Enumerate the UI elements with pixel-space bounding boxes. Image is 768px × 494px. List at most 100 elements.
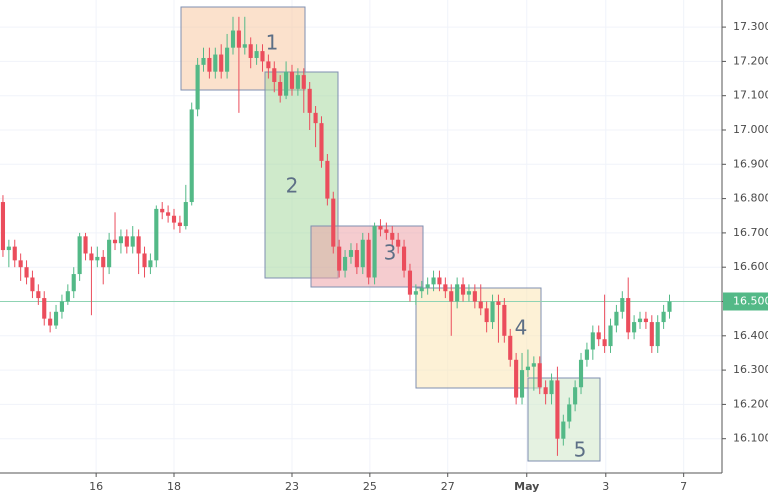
candle-body bbox=[236, 30, 241, 48]
candle-body bbox=[266, 61, 271, 69]
candle-body bbox=[449, 291, 454, 302]
candle-body bbox=[254, 51, 259, 58]
candle-body bbox=[295, 75, 300, 89]
candle-body bbox=[95, 256, 100, 261]
candle-body bbox=[561, 421, 566, 439]
candle-body bbox=[431, 277, 436, 285]
candle-body bbox=[578, 359, 584, 388]
candle-body bbox=[189, 109, 194, 203]
candle-body bbox=[301, 75, 306, 89]
candle-body bbox=[65, 291, 70, 302]
candle-body bbox=[83, 236, 88, 254]
candle-body bbox=[567, 404, 572, 422]
last-price-box bbox=[723, 292, 768, 311]
candle-body bbox=[313, 112, 318, 124]
y-tick-label: 16.800 bbox=[733, 192, 768, 205]
annotation-label: 5 bbox=[574, 438, 587, 462]
candle-body bbox=[525, 366, 530, 371]
candle-body bbox=[378, 226, 383, 230]
candle-body bbox=[661, 311, 666, 323]
candle-body bbox=[484, 308, 489, 323]
candle-body bbox=[614, 311, 619, 326]
candle-body bbox=[472, 291, 477, 302]
candle-body bbox=[596, 332, 601, 340]
y-tick-label: 16.400 bbox=[733, 329, 768, 342]
candle-body bbox=[401, 246, 407, 271]
candle-body bbox=[24, 267, 29, 278]
candle-body bbox=[437, 277, 442, 285]
candle-body bbox=[508, 335, 513, 360]
candle-body bbox=[278, 81, 283, 96]
candle-body bbox=[6, 246, 11, 251]
annotation-label: 4 bbox=[515, 316, 528, 340]
annotation-box bbox=[527, 377, 601, 462]
candle-body bbox=[502, 304, 507, 336]
annotation-label: 1 bbox=[266, 31, 279, 55]
candle-body bbox=[207, 57, 212, 72]
candle-body bbox=[466, 291, 472, 295]
candle-body bbox=[213, 54, 218, 72]
annotation-label: 2 bbox=[286, 174, 299, 198]
candle-body bbox=[201, 57, 206, 65]
candle-body bbox=[0, 202, 6, 251]
candle-body bbox=[419, 287, 424, 292]
y-tick-label: 17.300 bbox=[733, 20, 768, 33]
x-tick-label: 7 bbox=[680, 480, 687, 493]
y-tick-label: 16.100 bbox=[733, 432, 768, 445]
candle-body bbox=[390, 232, 395, 240]
candle-body bbox=[667, 301, 672, 312]
candle-body bbox=[48, 318, 53, 326]
x-tick-label: 23 bbox=[285, 480, 299, 493]
candle-body bbox=[555, 380, 560, 439]
candle-body bbox=[460, 284, 466, 295]
x-tick-label: 16 bbox=[89, 480, 103, 493]
candle-body bbox=[626, 298, 631, 333]
candle-body bbox=[602, 339, 607, 347]
candle-body bbox=[260, 51, 265, 62]
candle-body bbox=[107, 239, 112, 268]
candle-body bbox=[242, 44, 247, 48]
candle-body bbox=[160, 208, 165, 213]
candle-body bbox=[496, 301, 501, 305]
candle-body bbox=[443, 284, 448, 292]
candle-body bbox=[130, 236, 135, 247]
candle-body bbox=[348, 250, 354, 257]
x-tick-label: May bbox=[514, 480, 539, 493]
candle-body bbox=[655, 322, 660, 347]
candle-body bbox=[272, 68, 277, 82]
candle-body bbox=[632, 322, 637, 333]
candle-body bbox=[12, 246, 17, 261]
candle-body bbox=[490, 301, 495, 323]
candle-body bbox=[407, 270, 413, 295]
x-tick-label: 25 bbox=[363, 480, 377, 493]
candle-body bbox=[360, 239, 365, 268]
candle-body bbox=[531, 363, 536, 367]
candle-body bbox=[325, 160, 330, 199]
candle-body bbox=[413, 291, 418, 295]
candle-body bbox=[331, 198, 336, 247]
candle-body bbox=[30, 277, 35, 292]
candle-body bbox=[372, 226, 377, 278]
candle-body bbox=[573, 387, 578, 405]
candle-body bbox=[124, 236, 129, 247]
candle-body bbox=[89, 253, 94, 261]
candle-body bbox=[101, 256, 106, 268]
candle-body bbox=[284, 71, 289, 96]
candle-body bbox=[154, 208, 159, 261]
candle-body bbox=[77, 236, 82, 275]
y-tick-label: 17.100 bbox=[733, 89, 768, 102]
y-tick-label: 16.300 bbox=[733, 363, 768, 376]
candle-body bbox=[543, 387, 548, 395]
y-tick-label: 16.200 bbox=[733, 397, 768, 410]
x-tick-label: 27 bbox=[441, 480, 455, 493]
candle-body bbox=[354, 250, 359, 268]
annotation-label: 3 bbox=[384, 241, 397, 265]
candle-body bbox=[620, 298, 625, 312]
candle-body bbox=[608, 325, 613, 347]
candle-body bbox=[343, 256, 348, 271]
candle-body bbox=[171, 215, 177, 223]
candle-body bbox=[136, 236, 141, 254]
candle-body bbox=[455, 284, 460, 302]
candle-body bbox=[248, 44, 253, 58]
